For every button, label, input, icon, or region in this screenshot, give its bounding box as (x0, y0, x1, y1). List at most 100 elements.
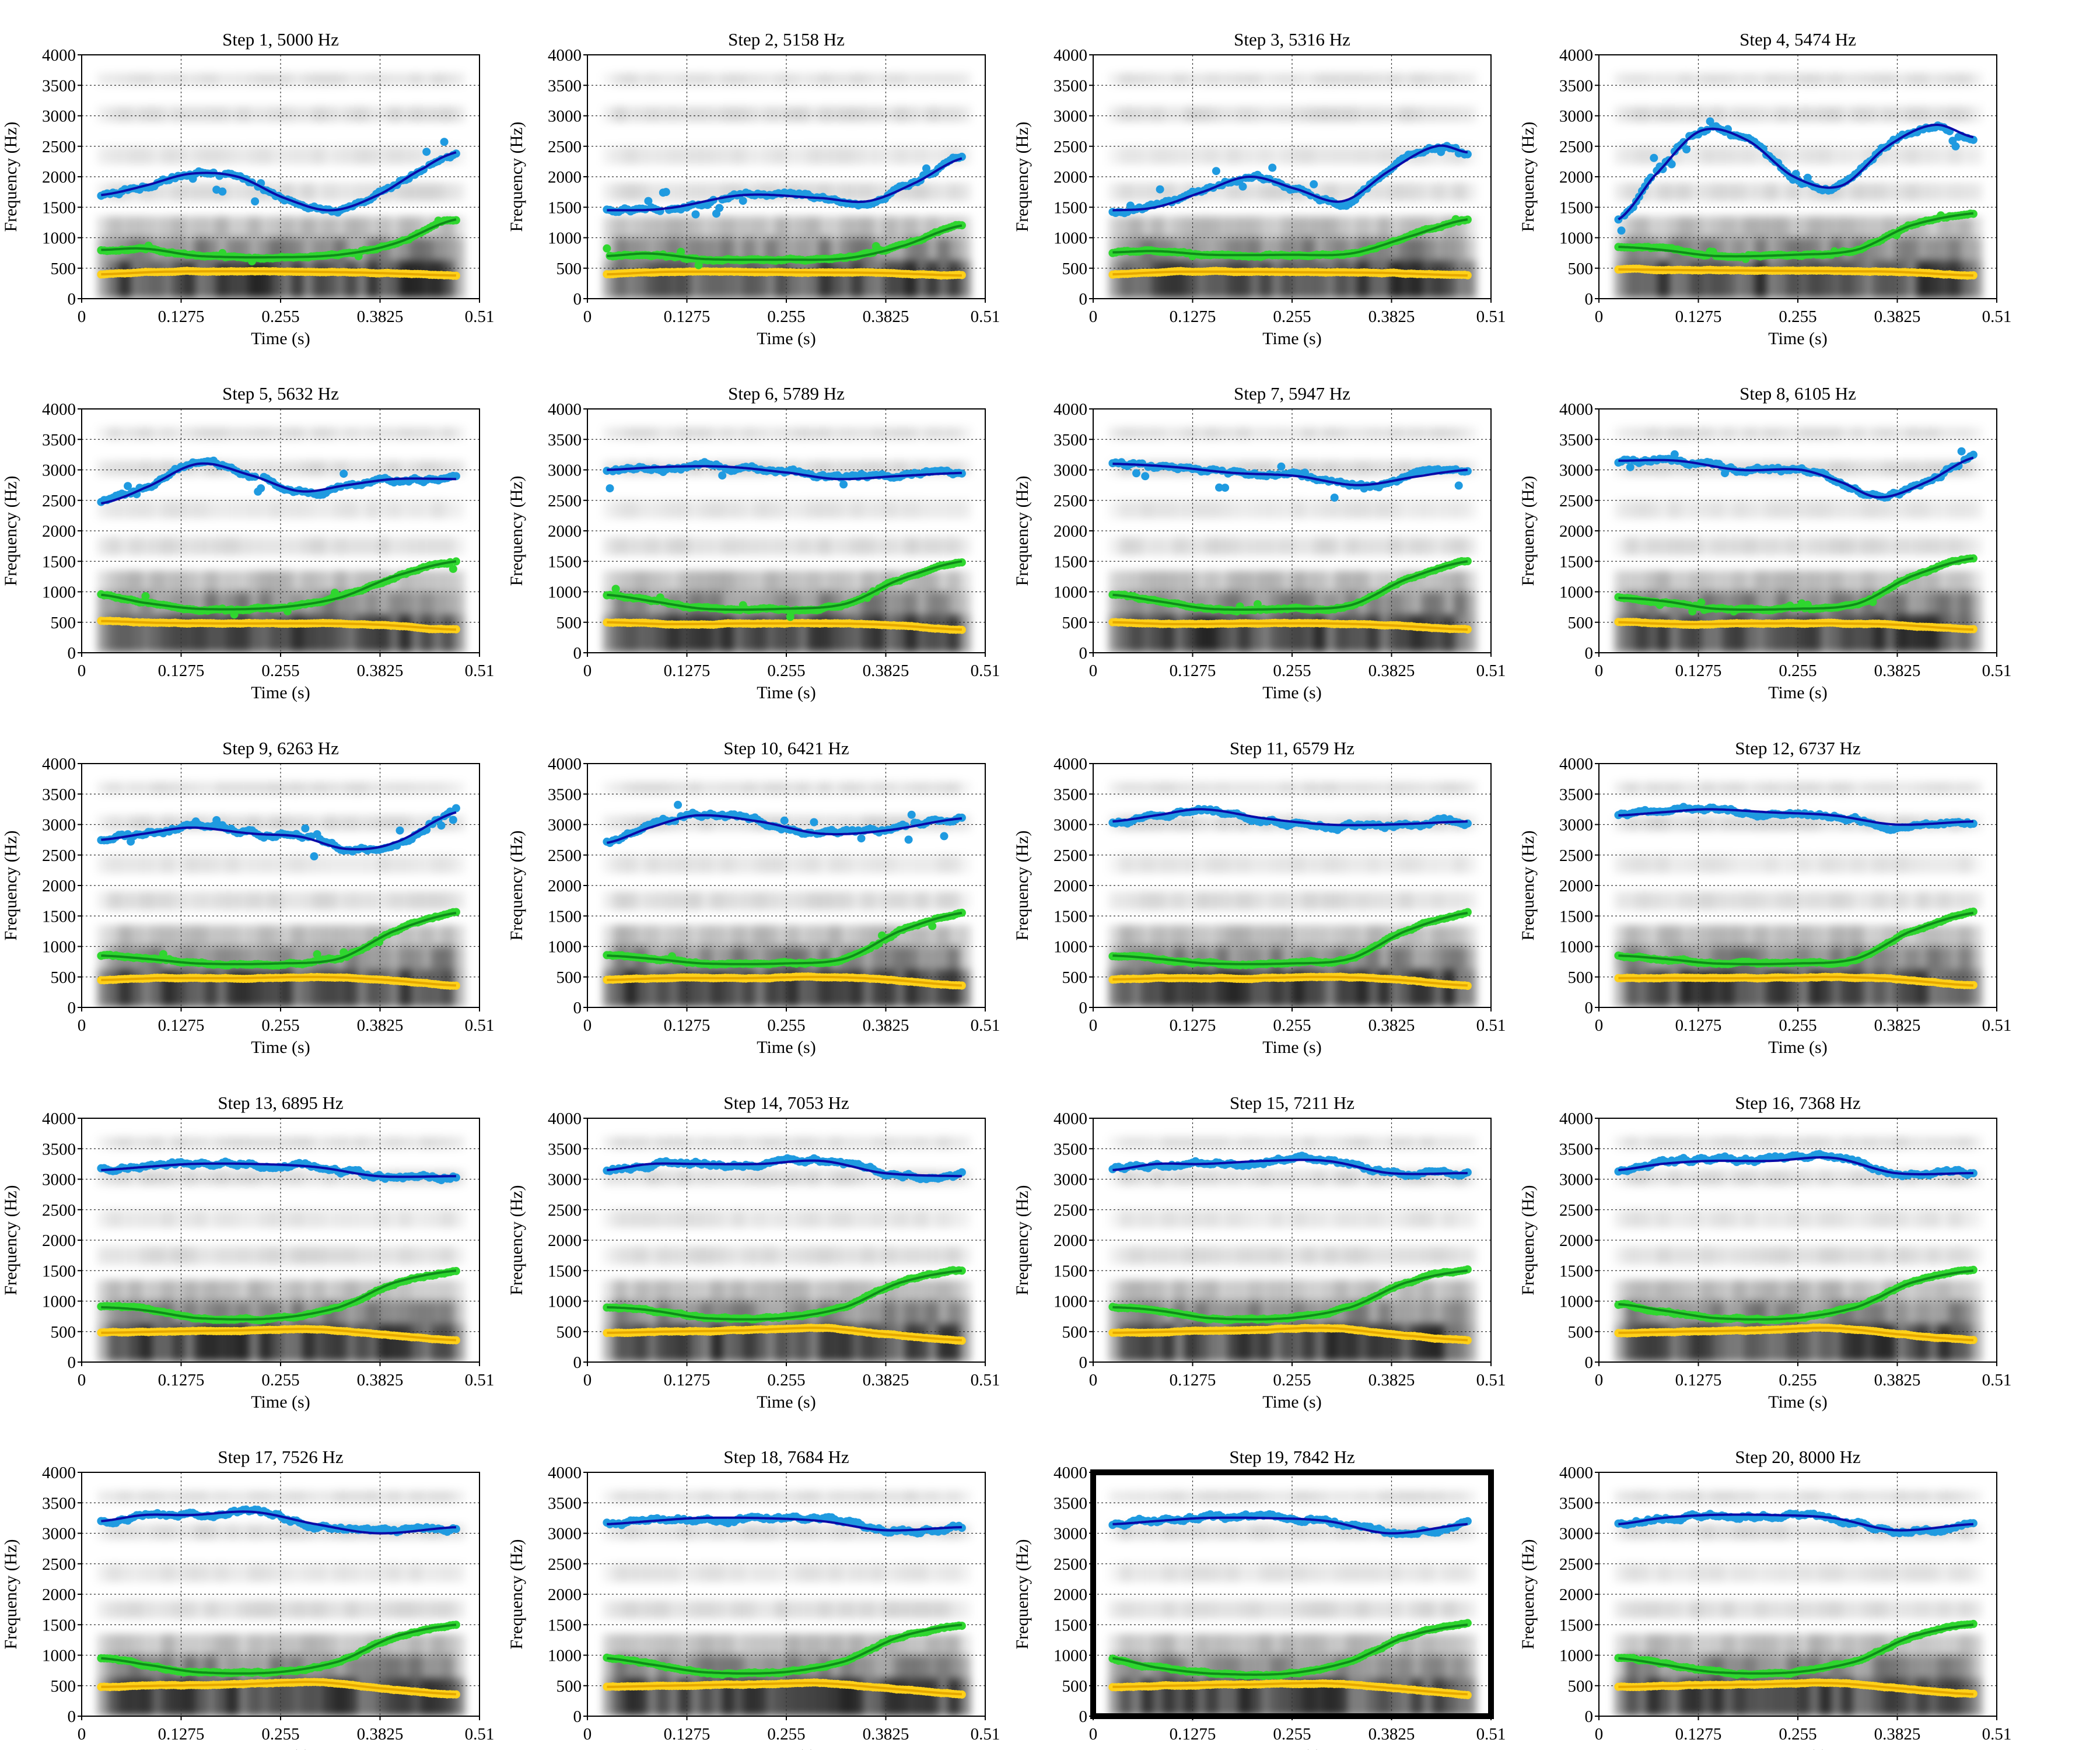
energy-cell (689, 537, 702, 555)
energy-cell (722, 537, 734, 555)
energy-cell (862, 500, 874, 519)
energy-cell (1227, 261, 1240, 299)
energy-cell (1130, 261, 1143, 299)
y-tick-label: 500 (556, 614, 582, 632)
panel-title: Step 2, 5158 Hz (728, 29, 845, 50)
energy-cell (291, 427, 303, 440)
energy-cell (1916, 592, 1929, 615)
y-tick-label: 3000 (548, 107, 582, 126)
energy-cell (270, 146, 282, 165)
energy-cell (248, 500, 261, 519)
energy-cell (915, 615, 928, 653)
energy-cell (323, 570, 336, 592)
energy-cell (1464, 500, 1477, 519)
energy-cell (743, 570, 755, 592)
energy-cell (1938, 592, 1950, 615)
energy-cell (1313, 261, 1326, 299)
energy-cell (1292, 261, 1304, 299)
f3-point (606, 484, 614, 493)
energy-cell (399, 460, 411, 476)
energy-cell (431, 183, 444, 201)
energy-cell (786, 261, 799, 299)
energy-cell (334, 183, 346, 201)
energy-cell (657, 261, 669, 299)
energy-cell (1184, 570, 1196, 592)
energy-cell (646, 537, 659, 555)
energy-cell (678, 427, 691, 440)
energy-cell (1356, 537, 1369, 555)
energy-cell (732, 570, 745, 592)
energy-cell (1712, 500, 1724, 519)
energy-cell (151, 216, 163, 238)
y-tick-label: 2000 (42, 168, 76, 187)
energy-cell (1454, 237, 1466, 261)
y-tick-label: 1000 (1054, 229, 1087, 248)
energy-cell (377, 537, 390, 555)
energy-cell (1884, 460, 1896, 476)
energy-cell (1744, 73, 1756, 86)
energy-cell (302, 500, 314, 519)
energy-cell (1636, 537, 1648, 555)
energy-cell (1399, 592, 1412, 615)
energy-cell (1464, 537, 1477, 555)
energy-cell (926, 615, 939, 653)
energy-cell (442, 106, 454, 122)
energy-cell (743, 500, 755, 519)
energy-cell (1313, 500, 1326, 519)
energy-cell (1281, 146, 1293, 165)
energy-cell (194, 216, 206, 238)
spectrogram (1093, 409, 1491, 653)
energy-cell (1249, 427, 1261, 440)
energy-cell (194, 261, 206, 299)
energy-cell (710, 237, 723, 261)
energy-cell (237, 73, 250, 86)
energy-cell (1454, 615, 1466, 653)
energy-cell (1895, 537, 1907, 555)
energy-cell (667, 216, 680, 238)
f1-smoothed-track (607, 621, 962, 631)
energy-cell (1130, 183, 1143, 201)
energy-cell (829, 500, 842, 519)
energy-cell (722, 216, 734, 238)
energy-cell (1625, 183, 1637, 201)
energy-cell (302, 73, 314, 86)
energy-cell (775, 427, 788, 440)
energy-cell (1335, 537, 1348, 555)
energy-cell (1206, 500, 1218, 519)
energy-cell (700, 570, 712, 592)
energy-cell (431, 73, 444, 86)
y-tick-label: 0 (68, 644, 76, 663)
energy-cell (1948, 500, 1961, 519)
f2-smoothed-track (101, 560, 457, 611)
energy-cell (1722, 427, 1735, 440)
f3-smoothed-track (607, 157, 963, 212)
energy-cell (937, 592, 950, 615)
energy-cell (1346, 73, 1358, 86)
energy-cell (905, 500, 917, 519)
axis-ticks: 0 0.1275 0.255 0.3825 0.51050010001500200025… (548, 46, 1000, 326)
energy-cell (667, 427, 680, 440)
energy-cell (765, 216, 777, 238)
energy-cell (1141, 183, 1153, 201)
f2-smoothed-track (101, 218, 457, 259)
formant-tracks (603, 458, 966, 634)
energy-cell (431, 570, 444, 592)
energy-cell (862, 570, 874, 592)
energy-cell (1454, 537, 1466, 555)
energy-cell (743, 427, 755, 440)
energy-cell (689, 216, 702, 238)
energy-cell (850, 183, 863, 201)
energy-cell (366, 146, 379, 165)
energy-cell (1679, 73, 1692, 86)
x-axis-label: Time (s) (1262, 329, 1321, 348)
energy-cell (410, 537, 422, 555)
energy-cell (635, 106, 648, 122)
energy-cell (1238, 73, 1251, 86)
energy-cell (1346, 460, 1358, 476)
spectrogram-energy (1108, 427, 1477, 653)
energy-cell (453, 427, 466, 440)
energy-cell (323, 216, 336, 238)
energy-cell (689, 427, 702, 440)
y-tick-label: 4000 (548, 46, 582, 65)
energy-cell (1776, 537, 1788, 555)
